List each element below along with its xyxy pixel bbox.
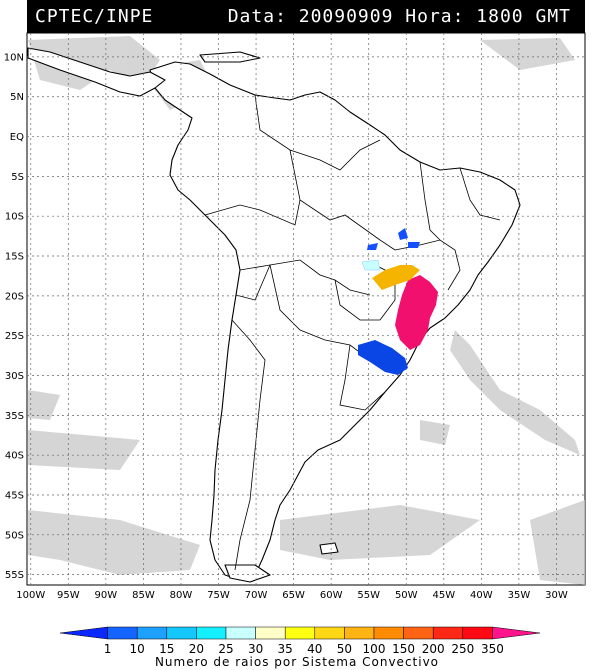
colorbar-swatch: [59, 626, 108, 640]
colorbar-label: 15: [159, 642, 174, 656]
border-line: [231, 319, 266, 571]
border-line: [204, 199, 301, 226]
latitude-labels: 10N 5N EQ 5S 10S 15S 20S 25S 30S 35S 40S 45S 50S 55S: [4, 52, 24, 581]
colorbar-swatch: [136, 626, 168, 640]
longitude-label: 55W: [357, 590, 380, 601]
latitude-label: 10N: [4, 52, 24, 63]
colorbar-swatch: [344, 626, 375, 640]
longitude-label: 75W: [207, 590, 230, 601]
longitude-label: 100W: [16, 590, 45, 601]
map-area: [26, 32, 586, 586]
convective-system-blue-small: [408, 242, 420, 248]
cloud-patch: [28, 390, 60, 420]
cloud-patch: [450, 330, 580, 455]
longitude-label: 60W: [320, 590, 343, 601]
cloud-patch: [530, 500, 585, 585]
longitude-labels: 100W 95W 90W 85W 80W 75W 70W 65W 60W 55W 50W 45W 40W…: [16, 590, 568, 601]
colorbar-label: 40: [307, 642, 322, 656]
caribbean-islands: [199, 51, 261, 63]
central-america: [27, 47, 166, 97]
colorbar-title: Numero de raios por Sistema Convectivo: [155, 655, 439, 669]
border-line: [339, 344, 386, 411]
colorbar-swatch: [284, 626, 316, 640]
border-line: [269, 264, 371, 361]
longitude-label: 95W: [57, 590, 80, 601]
header-datetime: Data: 20090909 Hora: 1800 GMT: [227, 6, 571, 27]
map-header: CPTEC/INPE Data: 20090909 Hora: 1800 GMT: [27, 0, 585, 33]
continent-outline: [27, 47, 521, 583]
convective-system-blue-small: [367, 243, 378, 250]
colorbar-swatch: [492, 626, 541, 640]
colorbar-label: 20: [189, 642, 204, 656]
border-line: [235, 264, 271, 301]
convective-system-cyan: [361, 259, 381, 271]
latitude-label: 10S: [5, 212, 24, 223]
convective-system-blue: [358, 340, 408, 375]
colorbar-swatch: [255, 626, 286, 640]
latitude-label: EQ: [10, 132, 24, 143]
latitude-label: 30S: [5, 371, 24, 382]
colorbar-swatch: [196, 626, 227, 640]
colorbar-label: 10: [130, 642, 145, 656]
cloud-patch: [28, 510, 200, 575]
latitude-label: 45S: [5, 490, 24, 501]
colorbar-label: 35: [278, 642, 293, 656]
longitude-label: 80W: [170, 590, 193, 601]
border-line: [419, 161, 441, 241]
colorbar-label: 30: [248, 642, 263, 656]
colorbar-swatch: [432, 626, 464, 640]
colorbar: [59, 626, 541, 640]
border-line: [254, 94, 381, 171]
colorbar-label: 200: [422, 642, 445, 656]
longitude-label: 30W: [545, 590, 568, 601]
colorbar-swatch: [107, 626, 138, 640]
colorbar-label: 350: [481, 642, 504, 656]
longitude-label: 45W: [432, 590, 455, 601]
colorbar-swatch: [314, 626, 345, 640]
latitude-label: 55S: [5, 570, 24, 581]
colorbar-label: 25: [218, 642, 233, 656]
longitude-label: 70W: [245, 590, 268, 601]
cloud-patch: [28, 430, 140, 470]
latitude-label: 25S: [5, 331, 24, 342]
latitude-label: 15S: [5, 252, 24, 263]
colorbar-labels: 1 10 15 20 25 30 35 40 50 100 150 200 250 350: [104, 642, 504, 656]
convective-systems: [358, 228, 438, 375]
longitude-label: 90W: [95, 590, 118, 601]
latitude-label: 40S: [5, 451, 24, 462]
latitude-label: 20S: [5, 291, 24, 302]
falklands: [319, 542, 339, 555]
colorbar-label: 50: [337, 642, 352, 656]
colorbar-swatch: [373, 626, 404, 640]
colorbar-swatch: [166, 626, 197, 640]
convective-system-blue-small: [398, 228, 408, 240]
cloud-patch: [420, 420, 450, 445]
border-line: [459, 167, 501, 221]
graticule: [27, 33, 585, 585]
longitude-label: 40W: [470, 590, 493, 601]
convective-system-orange: [372, 265, 420, 290]
latitude-label: 5N: [10, 92, 24, 103]
colorbar-label: 250: [451, 642, 474, 656]
colorbar-label: 100: [363, 642, 386, 656]
longitude-label: 50W: [395, 590, 418, 601]
colorbar-swatch: [403, 626, 434, 640]
header-source: CPTEC/INPE: [35, 6, 154, 27]
border-line: [289, 149, 396, 251]
latitude-label: 35S: [5, 411, 24, 422]
colorbar-swatch: [462, 626, 493, 640]
longitude-label: 85W: [132, 590, 155, 601]
south-america-coast: [149, 61, 521, 581]
longitude-label: 65W: [282, 590, 305, 601]
convective-system-magenta: [395, 275, 438, 350]
latitude-label: 50S: [5, 530, 24, 541]
colorbar-label: 150: [392, 642, 415, 656]
latitude-label: 5S: [11, 172, 24, 183]
colorbar-label: 1: [104, 642, 112, 656]
tierra-del-fuego: [224, 564, 271, 583]
longitude-label: 35W: [508, 590, 531, 601]
cloud-patch: [480, 38, 575, 70]
colorbar-swatch: [225, 626, 256, 640]
